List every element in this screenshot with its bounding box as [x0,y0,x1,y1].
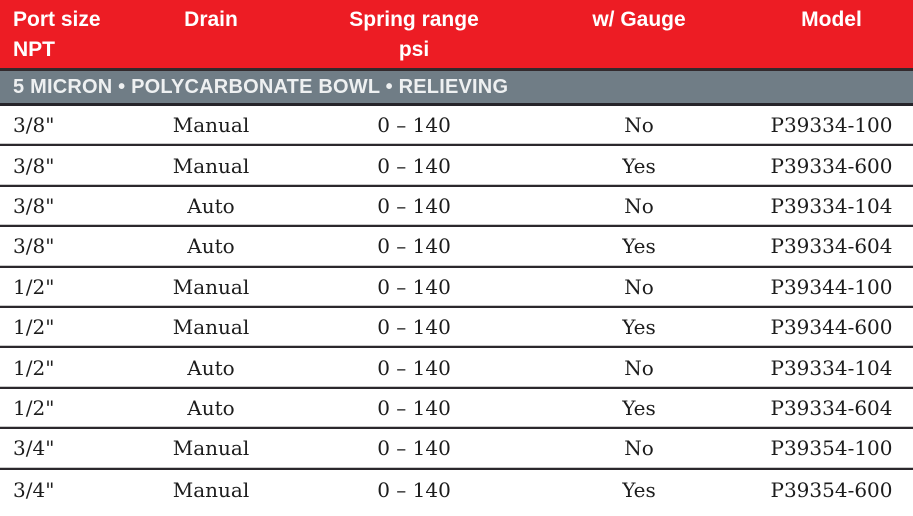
cell-spring-range: 0 – 140 [377,315,451,340]
header-drain-label: Drain [184,8,238,31]
cell-spring-range: 0 – 140 [377,355,451,380]
table-body: 3/8" Manual 0 – 140 No P39334-100 3/8" M… [0,106,913,510]
header-cell-drain: Drain [122,0,300,68]
header-spring-range-line2: psi [398,38,430,61]
cell-model: P39354-100 [770,436,893,461]
section-title: 5 MICRON • POLYCARBONATE BOWL • RELIEVIN… [13,75,509,98]
cell-model: P39334-600 [770,153,893,178]
cell-model: P39334-104 [770,193,893,218]
cell-model: P39354-600 [770,477,893,502]
table-row: 3/8" Manual 0 – 140 No P39334-100 [0,106,913,147]
header-port-size-line1: Port size [13,8,101,31]
cell-model: P39334-100 [770,113,893,138]
cell-gauge: Yes [622,477,656,502]
cell-gauge: Yes [622,395,656,420]
cell-spring-range: 0 – 140 [377,477,451,502]
header-model-label: Model [801,8,862,31]
cell-spring-range: 0 – 140 [377,153,451,178]
cell-port-size: 3/8" [13,153,55,178]
cell-drain: Auto [187,395,235,420]
cell-spring-range: 0 – 140 [377,234,451,259]
cell-model: P39334-604 [770,234,893,259]
cell-gauge: Yes [622,234,656,259]
cell-port-size: 1/2" [13,355,55,380]
cell-spring-range: 0 – 140 [377,395,451,420]
cell-model: P39344-100 [770,274,893,299]
cell-gauge: No [624,113,654,138]
cell-spring-range: 0 – 140 [377,436,451,461]
table-row: 3/8" Auto 0 – 140 No P39334-104 [0,186,913,228]
table-row: 3/4" Manual 0 – 140 No P39354-100 [0,429,913,470]
cell-port-size: 1/2" [13,395,55,420]
cell-port-size: 1/2" [13,315,55,340]
table-row: 3/8" Auto 0 – 140 Yes P39334-604 [0,227,913,268]
cell-port-size: 3/8" [13,234,55,259]
cell-drain: Manual [172,436,250,461]
cell-port-size: 3/8" [13,193,55,218]
cell-port-size: 3/4" [13,477,55,502]
header-cell-model: Model [750,0,913,68]
cell-drain: Manual [172,477,250,502]
table-row: 1/2" Manual 0 – 140 No P39344-100 [0,267,913,308]
cell-model: P39334-104 [770,355,893,380]
table-row: 1/2" Manual 0 – 140 Yes P39344-600 [0,308,913,349]
header-spring-range-line1: Spring range [349,8,479,31]
table-row: 3/8" Manual 0 – 140 Yes P39334-600 [0,146,913,187]
cell-spring-range: 0 – 140 [377,113,451,138]
cell-gauge: No [624,355,654,380]
cell-model: P39344-600 [770,315,893,340]
cell-gauge: Yes [622,153,656,178]
cell-drain: Auto [187,193,235,218]
cell-port-size: 1/2" [13,274,55,299]
section-header: 5 MICRON • POLYCARBONATE BOWL • RELIEVIN… [0,71,913,106]
cell-spring-range: 0 – 140 [377,274,451,299]
cell-spring-range: 0 – 140 [377,193,451,218]
header-cell-spring-range: Spring range psi [300,0,528,68]
header-cell-gauge: w/ Gauge [528,0,750,68]
cell-drain: Auto [187,355,235,380]
cell-gauge: No [624,436,654,461]
table-row: 1/2" Auto 0 – 140 Yes P39334-604 [0,388,913,430]
cell-drain: Manual [172,315,250,340]
cell-gauge: No [624,193,654,218]
cell-drain: Manual [172,113,250,138]
cell-model: P39334-604 [770,395,893,420]
table-row: 3/4" Manual 0 – 140 Yes P39354-600 [0,469,913,510]
cell-port-size: 3/4" [13,436,55,461]
cell-gauge: No [624,274,654,299]
table-row: 1/2" Auto 0 – 140 No P39334-104 [0,348,913,389]
cell-gauge: Yes [622,315,656,340]
cell-drain: Manual [172,274,250,299]
header-port-size-line2: NPT [13,38,55,61]
header-cell-port-size: Port size NPT [0,0,122,68]
table-header-row: Port size NPT Drain Spring range psi w/ … [0,0,913,71]
cell-drain: Auto [187,234,235,259]
cell-drain: Manual [172,153,250,178]
cell-port-size: 3/8" [13,113,55,138]
header-gauge-label: w/ Gauge [592,8,686,31]
